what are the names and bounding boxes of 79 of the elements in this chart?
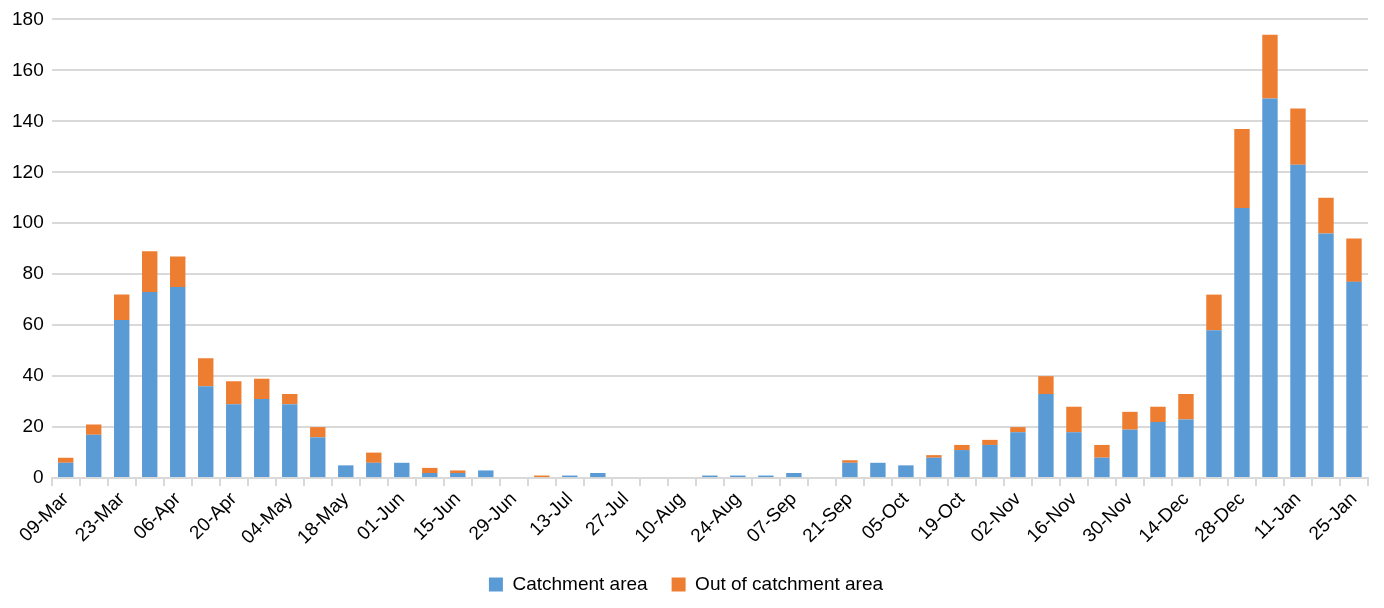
bar [450, 472, 466, 478]
bar [1318, 197, 1334, 234]
bar [954, 450, 970, 478]
bar [450, 470, 466, 473]
bar [170, 286, 186, 478]
bar [282, 404, 298, 478]
bar [254, 378, 270, 400]
bar [226, 381, 242, 405]
bar [1010, 427, 1026, 433]
y-tick-label: 20 [22, 415, 44, 437]
bar [1094, 444, 1110, 458]
bar [954, 444, 970, 451]
y-tick-label: 100 [12, 211, 44, 233]
bar [282, 393, 298, 405]
y-tick-label: 40 [22, 364, 44, 386]
bar [1094, 457, 1110, 478]
bar [590, 472, 606, 478]
y-tick-label: 60 [22, 313, 44, 335]
bar [982, 444, 998, 478]
bar [1234, 128, 1250, 208]
bar [1290, 108, 1306, 165]
bar [198, 386, 214, 478]
bar [926, 457, 942, 478]
y-tick-label: 180 [12, 7, 44, 29]
bar [114, 294, 130, 321]
y-tick-label: 80 [22, 262, 44, 284]
bar [1038, 376, 1054, 394]
legend-label: Out of catchment area [695, 572, 884, 594]
bar [58, 462, 74, 478]
bar [86, 434, 102, 478]
bar [170, 256, 186, 287]
bar [310, 427, 326, 438]
bar [366, 452, 382, 463]
bar [86, 424, 102, 435]
bar [1262, 34, 1278, 99]
bar [1178, 419, 1194, 478]
bar [366, 462, 382, 478]
bar [870, 462, 886, 478]
bar [1234, 207, 1250, 478]
bar [1010, 432, 1026, 478]
y-tick-label: 160 [12, 58, 44, 80]
bar [842, 460, 858, 463]
bar [1262, 98, 1278, 478]
bar [338, 465, 354, 478]
bar [1150, 422, 1166, 478]
bar [142, 292, 158, 478]
bar [310, 437, 326, 478]
bar [898, 465, 914, 478]
bar [1290, 164, 1306, 478]
bar [1066, 406, 1082, 433]
bar [786, 472, 802, 478]
y-tick-label: 0 [33, 466, 44, 488]
bar [1066, 432, 1082, 478]
bar [1318, 233, 1334, 478]
bar [1346, 281, 1362, 478]
bar [422, 472, 438, 478]
bar [1346, 238, 1362, 282]
legend-label: Catchment area [512, 572, 649, 594]
bar [198, 358, 214, 387]
bar [1122, 411, 1138, 430]
y-tick-label: 120 [12, 160, 44, 182]
bar [114, 320, 130, 478]
bar [226, 404, 242, 478]
bar [1038, 393, 1054, 478]
bar [842, 462, 858, 478]
bar [58, 457, 74, 463]
bar [142, 251, 158, 293]
bar [478, 470, 494, 478]
bar [394, 462, 410, 478]
bar [1206, 330, 1222, 478]
bar [926, 455, 942, 458]
bar [1178, 393, 1194, 420]
bar [1122, 429, 1138, 478]
bar [982, 439, 998, 445]
bar [422, 467, 438, 473]
bar [1206, 294, 1222, 331]
y-tick-label: 140 [12, 109, 44, 131]
bar [254, 399, 270, 478]
bar [1150, 406, 1166, 423]
